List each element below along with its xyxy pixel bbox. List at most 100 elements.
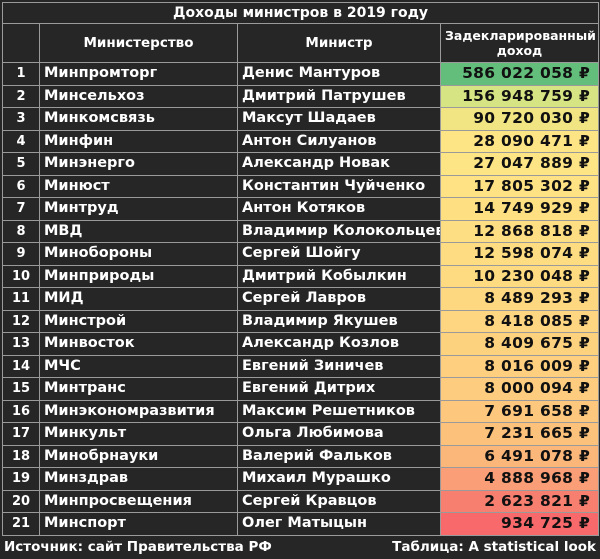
row-minister: Антон Силуанов (237, 129, 441, 153)
row-number: 11 (2, 287, 40, 311)
row-ministry: Минприроды (39, 264, 238, 288)
row-ministry: Минэкономразвития (39, 399, 238, 423)
row-income: 7 231 665 ₽ (439, 422, 600, 446)
row-ministry: Минобороны (39, 242, 238, 266)
table-row: 12 Минстрой Владимир Якушев 8 418 085 ₽ (2, 309, 600, 333)
table-row: 21 Минспорт Олег Матыцын 934 725 ₽ (2, 512, 600, 536)
table-title: Доходы министров в 2019 году (1, 2, 600, 24)
row-minister: Евгений Дитрих (237, 377, 441, 401)
row-income: 8 000 094 ₽ (439, 377, 600, 401)
row-income: 8 418 085 ₽ (439, 309, 600, 333)
row-number: 13 (2, 332, 40, 356)
header-ministry: Министерство (39, 23, 238, 63)
table-row: 1 Минпромторг Денис Мантуров 586 022 058 ₽ (2, 62, 600, 86)
row-number: 9 (2, 242, 40, 266)
table-row: 20 Минпросвещения Сергей Кравцов 2 623 821 … (2, 489, 600, 513)
row-minister: Олег Матыцын (237, 512, 441, 536)
table-row: 6 Минюст Константин Чуйченко 17 805 302 ₽ (2, 174, 600, 198)
table-row: 5 Минэнерго Александр Новак 27 047 889 ₽ (2, 152, 600, 176)
table-row: 8 МВД Владимир Колокольцев 12 868 818 ₽ (2, 219, 600, 243)
table-header-row: Министерство Министр Задекларированный д… (2, 23, 600, 63)
row-minister: Евгений Зиничев (237, 354, 441, 378)
row-income: 12 868 818 ₽ (439, 219, 600, 243)
table-body: 1 Минпромторг Денис Мантуров 586 022 058 ₽2… (2, 62, 600, 536)
row-minister: Максут Шадаев (237, 107, 441, 131)
header-number (2, 23, 40, 63)
row-minister: Денис Мантуров (237, 62, 441, 86)
row-ministry: Минфин (39, 129, 238, 153)
row-income: 17 805 302 ₽ (439, 174, 600, 198)
row-income: 8 016 009 ₽ (439, 354, 600, 378)
row-number: 6 (2, 174, 40, 198)
row-minister: Михаил Мурашко (237, 467, 441, 491)
row-number: 1 (2, 62, 40, 86)
row-income: 27 047 889 ₽ (439, 152, 600, 176)
row-number: 19 (2, 467, 40, 491)
table-row: 7 Минтруд Антон Котяков 14 749 929 ₽ (2, 197, 600, 221)
row-number: 4 (2, 129, 40, 153)
row-income: 6 491 078 ₽ (439, 444, 600, 468)
row-ministry: Минспорт (39, 512, 238, 536)
row-income: 7 691 658 ₽ (439, 399, 600, 423)
table-row: 17 Минкульт Ольга Любимова 7 231 665 ₽ (2, 422, 600, 446)
row-number: 17 (2, 422, 40, 446)
row-income: 4 888 968 ₽ (439, 467, 600, 491)
row-income: 8 409 675 ₽ (439, 332, 600, 356)
row-minister: Константин Чуйченко (237, 174, 441, 198)
row-income: 12 598 074 ₽ (439, 242, 600, 266)
row-number: 2 (2, 84, 40, 108)
row-minister: Ольга Любимова (237, 422, 441, 446)
row-number: 21 (2, 512, 40, 536)
row-ministry: Минкульт (39, 422, 238, 446)
row-income: 586 022 058 ₽ (439, 62, 600, 86)
row-minister: Валерий Фальков (237, 444, 441, 468)
table-row: 9 Минобороны Сергей Шойгу 12 598 074 ₽ (2, 242, 600, 266)
row-number: 14 (2, 354, 40, 378)
row-minister: Максим Решетников (237, 399, 441, 423)
row-number: 5 (2, 152, 40, 176)
row-minister: Сергей Шойгу (237, 242, 441, 266)
footer-credit: Таблица: A statistical look (392, 539, 596, 555)
footer: Источник: сайт Правительства РФ Таблица:… (4, 537, 596, 557)
row-ministry: Минтранс (39, 377, 238, 401)
row-number: 10 (2, 264, 40, 288)
table-row: 3 Минкомсвязь Максут Шадаев 90 720 030 ₽ (2, 107, 600, 131)
row-minister: Александр Козлов (237, 332, 441, 356)
row-ministry: Минздрав (39, 467, 238, 491)
row-minister: Владимир Колокольцев (237, 219, 441, 243)
table-row: 13 Минвосток Александр Козлов 8 409 675 ₽ (2, 332, 600, 356)
table-row: 18 Минобрнауки Валерий Фальков 6 491 078 ₽ (2, 444, 600, 468)
footer-source: Источник: сайт Правительства РФ (4, 539, 272, 555)
row-ministry: МИД (39, 287, 238, 311)
row-income: 2 623 821 ₽ (439, 489, 600, 513)
header-income: Задекларированный доход (439, 23, 600, 63)
table-row: 10 Минприроды Дмитрий Кобылкин 10 230 048 ₽ (2, 264, 600, 288)
row-ministry: Минюст (39, 174, 238, 198)
row-ministry: Минтруд (39, 197, 238, 221)
table-row: 19 Минздрав Михаил Мурашко 4 888 968 ₽ (2, 467, 600, 491)
row-income: 90 720 030 ₽ (439, 107, 600, 131)
row-minister: Дмитрий Кобылкин (237, 264, 441, 288)
table-row: 4 Минфин Антон Силуанов 28 090 471 ₽ (2, 129, 600, 153)
row-income: 14 749 929 ₽ (439, 197, 600, 221)
row-number: 16 (2, 399, 40, 423)
row-number: 3 (2, 107, 40, 131)
row-number: 7 (2, 197, 40, 221)
row-ministry: Минпросвещения (39, 489, 238, 513)
row-minister: Сергей Лавров (237, 287, 441, 311)
row-number: 12 (2, 309, 40, 333)
table-row: 14 МЧС Евгений Зиничев 8 016 009 ₽ (2, 354, 600, 378)
row-ministry: Минсельхоз (39, 84, 238, 108)
row-ministry: Минэнерго (39, 152, 238, 176)
table-row: 2 Минсельхоз Дмитрий Патрушев 156 948 759 ₽ (2, 84, 600, 108)
row-ministry: Минобрнауки (39, 444, 238, 468)
row-minister: Александр Новак (237, 152, 441, 176)
row-ministry: МВД (39, 219, 238, 243)
row-minister: Сергей Кравцов (237, 489, 441, 513)
row-minister: Антон Котяков (237, 197, 441, 221)
row-income: 8 489 293 ₽ (439, 287, 600, 311)
row-minister: Владимир Якушев (237, 309, 441, 333)
table-row: 16 Минэкономразвития Максим Решетников 7 69… (2, 399, 600, 423)
table-title-row: Доходы министров в 2019 году (1, 2, 600, 24)
